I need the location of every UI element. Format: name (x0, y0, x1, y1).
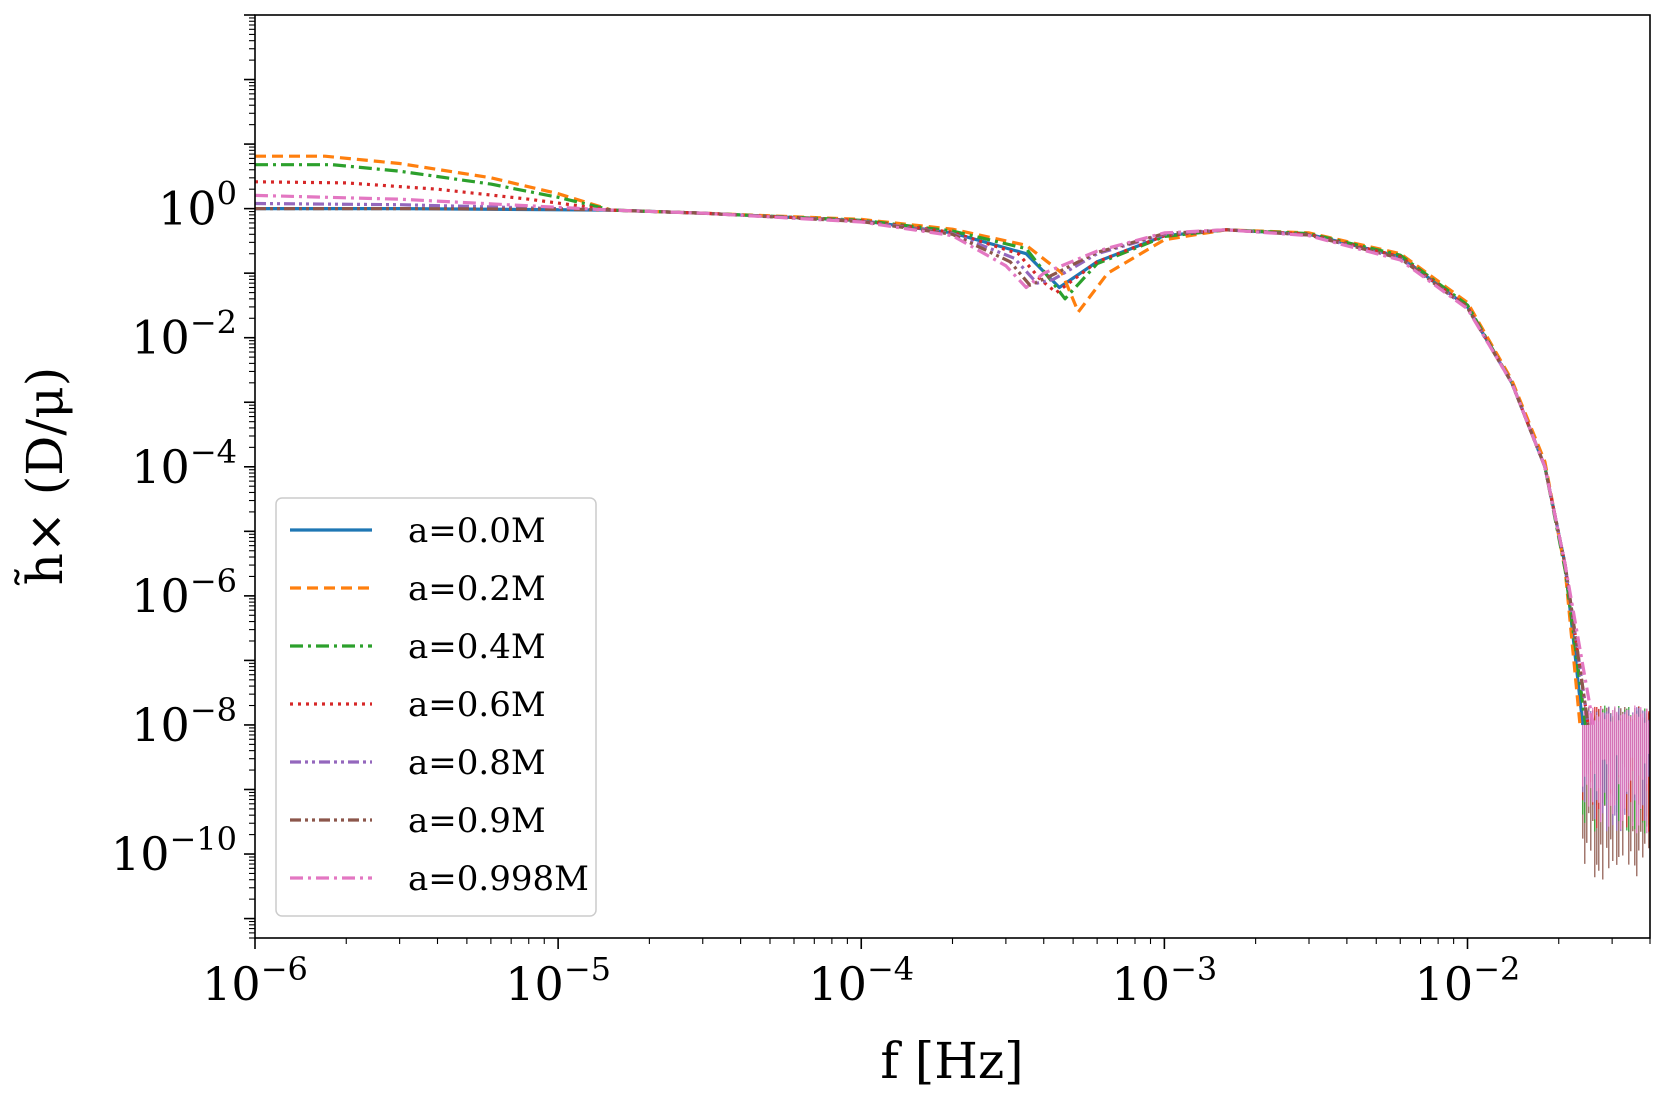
legend-label: a=0.998M (408, 859, 589, 899)
y-tick-label: 10−2 (131, 304, 237, 365)
y-tick-label: 10−8 (131, 691, 237, 752)
noise-floor-trace (1582, 705, 1650, 834)
legend-label: a=0.0M (408, 511, 546, 551)
x-tick-label: 10−4 (808, 950, 914, 1011)
x-axis-label: f [Hz] (880, 1032, 1023, 1090)
series-line-a-0-998m (255, 193, 1595, 726)
y-axis-label: h̃× (D/μ) (13, 367, 74, 586)
y-tick-label: 10−4 (131, 433, 237, 494)
legend: a=0.0M a=0.2M a=0.4M a=0.6M a=0.8M a=0.9M a=0.… (275, 497, 597, 917)
noise-floor-band (1582, 705, 1650, 880)
legend-label: a=0.8M (408, 743, 546, 783)
legend-label: a=0.6M (408, 685, 546, 725)
x-tick-label: 10−6 (202, 950, 308, 1011)
y-tick-label: 10−6 (131, 562, 237, 623)
legend-label: a=0.9M (408, 801, 546, 841)
plot-area (255, 154, 1650, 880)
x-tick-label: 10−3 (1112, 950, 1218, 1011)
y-tick-label: 100 (158, 175, 237, 236)
legend-label: a=0.4M (408, 627, 546, 667)
legend-box (275, 497, 597, 917)
y-tick-label: 10−10 (111, 820, 237, 881)
x-tick-label: 10−5 (505, 950, 611, 1011)
y-axis: 100 10−2 10−4 10−6 10−8 10−10 (111, 14, 255, 939)
x-axis: 10−6 10−5 10−4 10−3 10−2 (202, 938, 1651, 1011)
legend-label: a=0.2M (408, 569, 546, 609)
x-tick-label: 10−2 (1415, 950, 1521, 1011)
